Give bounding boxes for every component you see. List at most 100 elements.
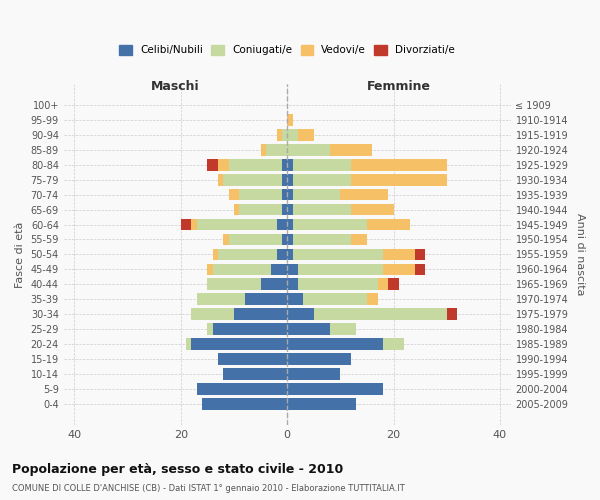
- Text: COMUNE DI COLLE D'ANCHISE (CB) - Dati ISTAT 1° gennaio 2010 - Elaborazione TUTTI: COMUNE DI COLLE D'ANCHISE (CB) - Dati IS…: [12, 484, 405, 493]
- Bar: [213, 264, 271, 275]
- Bar: [293, 189, 340, 200]
- Bar: [229, 234, 282, 245]
- Bar: [287, 338, 383, 350]
- Bar: [383, 248, 415, 260]
- Bar: [287, 234, 293, 245]
- Legend: Celibi/Nubili, Coniugati/e, Vedovi/e, Divorziati/e: Celibi/Nubili, Coniugati/e, Vedovi/e, Di…: [115, 41, 459, 60]
- Bar: [260, 278, 287, 290]
- Bar: [218, 159, 229, 170]
- Bar: [293, 218, 367, 230]
- Bar: [208, 324, 213, 335]
- Bar: [287, 129, 298, 140]
- Bar: [314, 308, 447, 320]
- Bar: [239, 204, 282, 216]
- Bar: [282, 159, 287, 170]
- Bar: [293, 248, 383, 260]
- Bar: [298, 278, 377, 290]
- Bar: [239, 189, 282, 200]
- Text: Popolazione per età, sesso e stato civile - 2010: Popolazione per età, sesso e stato civil…: [12, 462, 343, 475]
- Bar: [213, 324, 287, 335]
- Bar: [213, 248, 218, 260]
- Bar: [218, 353, 287, 365]
- Bar: [388, 278, 399, 290]
- Bar: [229, 159, 282, 170]
- Y-axis label: Anni di nascita: Anni di nascita: [575, 213, 585, 296]
- Bar: [208, 278, 260, 290]
- Bar: [298, 129, 314, 140]
- Bar: [197, 218, 277, 230]
- Bar: [383, 264, 415, 275]
- Bar: [282, 174, 287, 186]
- Bar: [218, 174, 223, 186]
- Bar: [271, 264, 287, 275]
- Bar: [351, 174, 447, 186]
- Bar: [415, 248, 425, 260]
- Bar: [415, 264, 425, 275]
- Bar: [287, 204, 293, 216]
- Bar: [191, 338, 287, 350]
- Bar: [229, 189, 239, 200]
- Bar: [287, 174, 293, 186]
- Bar: [287, 114, 293, 126]
- Bar: [287, 248, 293, 260]
- Bar: [260, 144, 266, 156]
- Bar: [330, 324, 356, 335]
- Bar: [293, 234, 351, 245]
- Bar: [293, 174, 351, 186]
- Bar: [223, 234, 229, 245]
- Bar: [234, 308, 287, 320]
- Bar: [197, 383, 287, 394]
- Text: Maschi: Maschi: [151, 80, 200, 93]
- Bar: [287, 383, 383, 394]
- Bar: [287, 159, 293, 170]
- Bar: [330, 144, 373, 156]
- Bar: [287, 368, 340, 380]
- Bar: [223, 368, 287, 380]
- Bar: [351, 159, 447, 170]
- Bar: [282, 204, 287, 216]
- Bar: [202, 398, 287, 409]
- Bar: [191, 308, 234, 320]
- Bar: [277, 218, 287, 230]
- Bar: [447, 308, 457, 320]
- Bar: [191, 218, 197, 230]
- Bar: [340, 189, 388, 200]
- Bar: [266, 144, 287, 156]
- Bar: [383, 338, 404, 350]
- Bar: [197, 294, 245, 305]
- Bar: [377, 278, 388, 290]
- Bar: [367, 294, 377, 305]
- Bar: [287, 398, 356, 409]
- Bar: [287, 324, 330, 335]
- Bar: [293, 204, 351, 216]
- Bar: [351, 204, 394, 216]
- Bar: [277, 248, 287, 260]
- Bar: [293, 159, 351, 170]
- Bar: [351, 234, 367, 245]
- Bar: [287, 218, 293, 230]
- Bar: [287, 308, 314, 320]
- Bar: [223, 174, 282, 186]
- Bar: [303, 294, 367, 305]
- Text: Femmine: Femmine: [367, 80, 431, 93]
- Bar: [287, 294, 303, 305]
- Bar: [234, 204, 239, 216]
- Bar: [186, 338, 191, 350]
- Bar: [287, 278, 298, 290]
- Bar: [181, 218, 191, 230]
- Bar: [208, 264, 213, 275]
- Bar: [218, 248, 277, 260]
- Y-axis label: Fasce di età: Fasce di età: [15, 221, 25, 288]
- Bar: [282, 234, 287, 245]
- Bar: [298, 264, 383, 275]
- Bar: [277, 129, 282, 140]
- Bar: [367, 218, 410, 230]
- Bar: [287, 264, 298, 275]
- Bar: [245, 294, 287, 305]
- Bar: [282, 129, 287, 140]
- Bar: [208, 159, 218, 170]
- Bar: [287, 144, 330, 156]
- Bar: [282, 189, 287, 200]
- Bar: [287, 353, 351, 365]
- Bar: [287, 189, 293, 200]
